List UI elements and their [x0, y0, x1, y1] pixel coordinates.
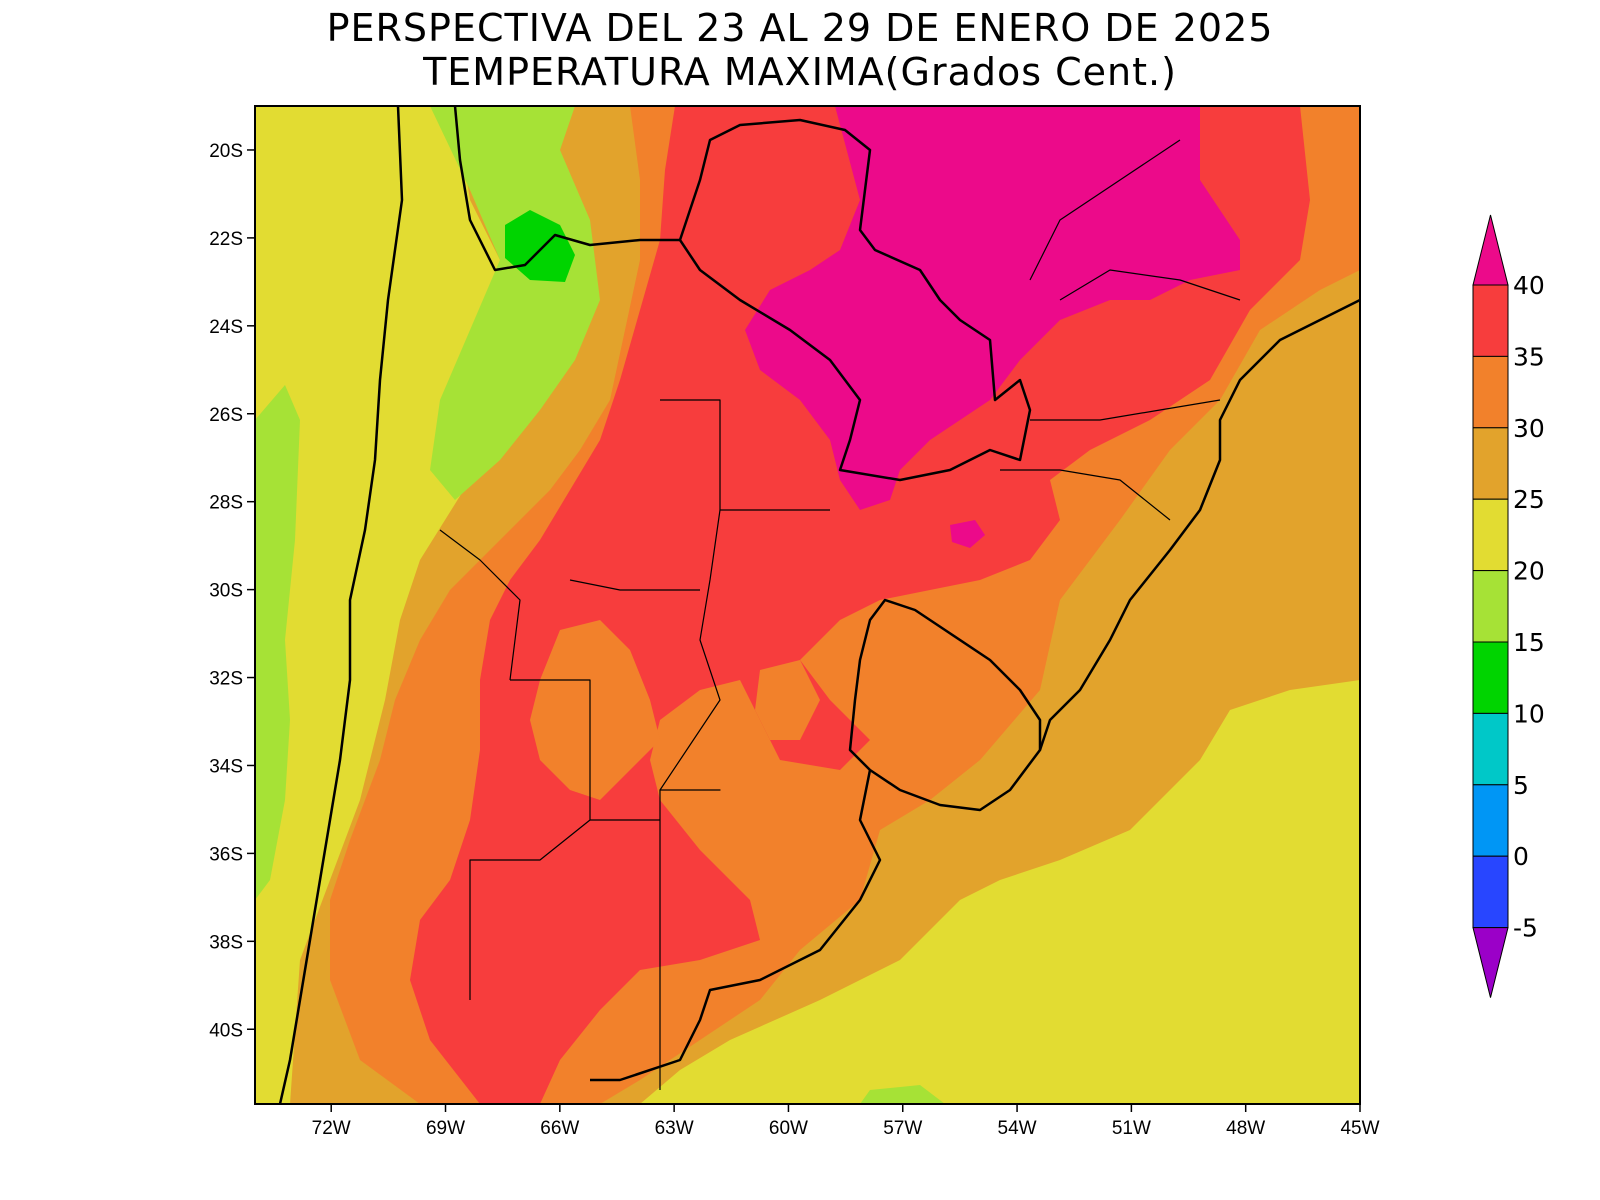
lat-tick-label: 30S [209, 581, 243, 602]
lat-tick-label: 24S [209, 317, 243, 338]
lon-tick-label: 66W [540, 1118, 579, 1139]
colorbar-label: 5 [1513, 771, 1529, 800]
lat-tick-label: 38S [209, 932, 243, 953]
lat-tick-label: 20S [209, 141, 243, 162]
colorbar-label: 10 [1513, 699, 1545, 728]
colorbar: 40 35 30 25 20 15 10 5 0 -5 [1473, 215, 1545, 998]
lat-tick-label: 26S [209, 405, 243, 426]
colorbar-segment [1473, 428, 1508, 499]
lon-tick-label: 54W [998, 1118, 1037, 1139]
lat-tick-label: 36S [209, 844, 243, 865]
lat-tick-label: 34S [209, 756, 243, 777]
colorbar-label: 15 [1513, 628, 1545, 657]
lon-tick-label: 60W [769, 1118, 808, 1139]
colorbar-bottom-cap [1473, 928, 1508, 998]
colorbar-top-cap [1473, 215, 1508, 285]
colorbar-segment [1473, 285, 1508, 356]
lon-tick-label: 63W [655, 1118, 694, 1139]
colorbar-segment [1473, 713, 1508, 784]
temperature-field [255, 106, 1360, 1104]
lat-tick-label: 40S [209, 1020, 243, 1041]
latitude-axis: 20S 22S 24S 26S 28S 30S 32S 34S 36S 38S 40S [209, 141, 255, 1041]
colorbar-segment [1473, 785, 1508, 856]
lon-tick-label: 69W [426, 1118, 465, 1139]
lon-tick-label: 72W [312, 1118, 351, 1139]
lon-tick-label: 57W [883, 1118, 922, 1139]
colorbar-label: 20 [1513, 557, 1545, 586]
lon-tick-label: 45W [1340, 1118, 1379, 1139]
colorbar-label: 25 [1513, 485, 1545, 514]
colorbar-label: 35 [1513, 342, 1545, 371]
lon-tick-label: 48W [1226, 1118, 1265, 1139]
lat-tick-label: 32S [209, 669, 243, 690]
colorbar-segment [1473, 356, 1508, 427]
colorbar-label: 0 [1513, 842, 1529, 871]
lon-tick-label: 51W [1112, 1118, 1151, 1139]
colorbar-segment [1473, 499, 1508, 570]
colorbar-label: 40 [1513, 271, 1545, 300]
colorbar-label: 30 [1513, 414, 1545, 443]
colorbar-segment [1473, 642, 1508, 713]
colorbar-label: -5 [1513, 914, 1538, 943]
lat-tick-label: 28S [209, 493, 243, 514]
colorbar-segment [1473, 856, 1508, 927]
colorbar-segment [1473, 571, 1508, 642]
lat-tick-label: 22S [209, 229, 243, 250]
longitude-axis: 72W 69W 66W 63W 60W 57W 54W 51W 48W 45W [312, 1104, 1380, 1139]
